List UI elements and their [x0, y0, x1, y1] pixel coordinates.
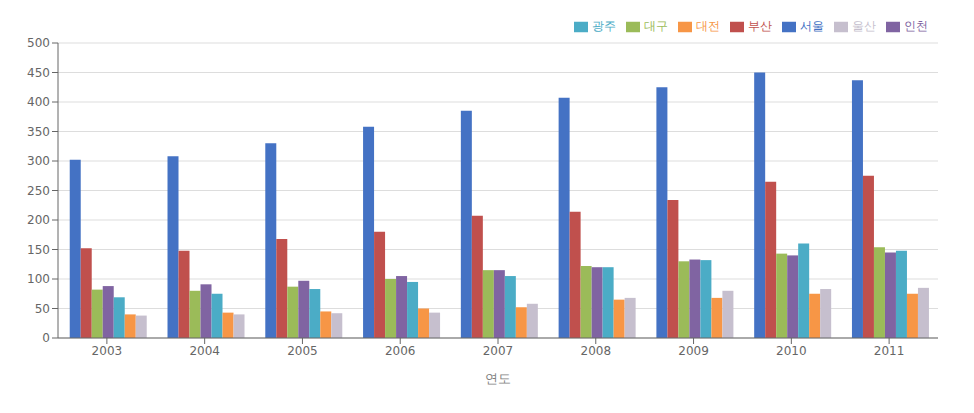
svg-text:200: 200 — [27, 213, 50, 227]
svg-text:100: 100 — [27, 272, 50, 286]
svg-text:450: 450 — [27, 66, 50, 80]
svg-text:2005: 2005 — [287, 344, 318, 358]
svg-text:350: 350 — [27, 125, 50, 139]
svg-text:2006: 2006 — [385, 344, 416, 358]
svg-text:2011: 2011 — [874, 344, 905, 358]
svg-text:2007: 2007 — [483, 344, 514, 358]
html-text:서울: 서울 — [800, 19, 824, 33]
svg-text:500: 500 — [27, 36, 50, 50]
html-text:부산: 부산 — [748, 19, 772, 33]
svg-text:2009: 2009 — [678, 344, 709, 358]
html-text:대전: 대전 — [696, 19, 720, 33]
svg-text:연도: 연도 — [485, 371, 511, 386]
html-text:광주: 광주 — [592, 19, 616, 33]
svg-text:2010: 2010 — [776, 344, 807, 358]
svg-text:0: 0 — [42, 331, 50, 345]
svg-text:2008: 2008 — [581, 344, 612, 358]
svg-text:2004: 2004 — [189, 344, 220, 358]
svg-text:300: 300 — [27, 154, 50, 168]
html-text:대구: 대구 — [644, 19, 668, 33]
svg-text:50: 50 — [35, 302, 50, 316]
html-text:인천: 인천 — [904, 19, 928, 33]
svg-text:250: 250 — [27, 184, 50, 198]
svg-text:150: 150 — [27, 243, 50, 257]
svg-text:400: 400 — [27, 95, 50, 109]
html-text:울산: 울산 — [852, 19, 876, 33]
svg-text:2003: 2003 — [92, 344, 123, 358]
